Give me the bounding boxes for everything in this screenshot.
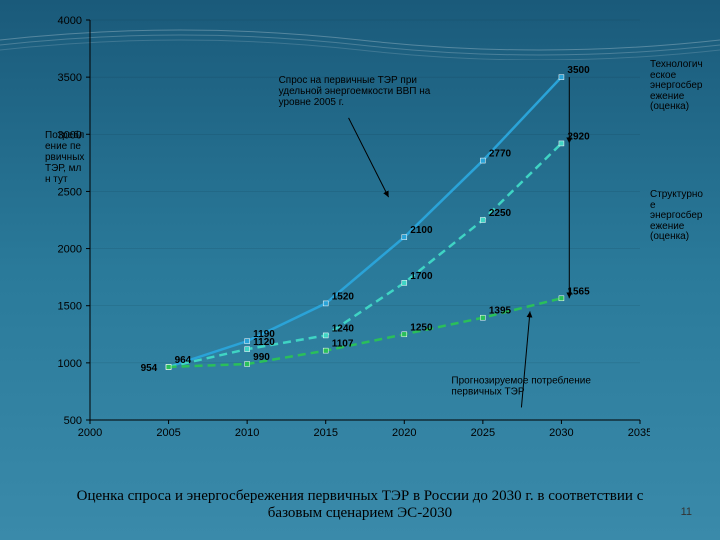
svg-text:1395: 1395 [489,306,512,317]
svg-text:1240: 1240 [332,323,355,334]
svg-text:1107: 1107 [332,339,354,350]
svg-text:2010: 2010 [235,427,259,439]
svg-text:990: 990 [253,352,270,363]
svg-text:1520: 1520 [332,291,355,302]
svg-text:уровне 2005 г.: уровне 2005 г. [279,97,344,108]
svg-text:Прогнозируемое потребление: Прогнозируемое потребление [451,374,591,386]
svg-text:1500: 1500 [58,301,82,313]
svg-text:3500: 3500 [567,65,590,76]
chart-svg: 2000 2005 2010 2015 2020 2025 2030 2035 500 1000 1… [50,10,650,450]
svg-text:2025: 2025 [471,427,495,439]
page-number: 11 [681,506,692,518]
svg-text:2500: 2500 [58,186,82,198]
svg-text:1000: 1000 [58,358,82,370]
svg-text:2005: 2005 [156,427,180,439]
annot-tech: Технологическое энергосбережение (оценка… [650,60,705,113]
svg-text:2920: 2920 [567,131,590,142]
svg-text:2000: 2000 [78,427,102,439]
svg-text:2030: 2030 [549,427,573,439]
svg-text:первичных ТЭР: первичных ТЭР [451,386,524,397]
svg-text:удельной энергоемкости ВВП на: удельной энергоемкости ВВП на [279,86,431,97]
svg-text:1250: 1250 [410,322,433,333]
svg-text:2020: 2020 [392,427,416,439]
svg-text:954: 954 [141,363,158,374]
svg-text:1120: 1120 [253,337,275,348]
chart: 2000 2005 2010 2015 2020 2025 2030 2035 500 1000 1… [50,10,650,450]
svg-text:1700: 1700 [410,271,433,282]
svg-text:500: 500 [64,415,82,427]
svg-text:Спрос на первичные ТЭР при: Спрос на первичные ТЭР при [279,75,417,86]
svg-text:1565: 1565 [567,286,590,297]
slide: 2000 2005 2010 2015 2020 2025 2030 2035 500 1000 1… [0,0,720,540]
svg-text:2015: 2015 [313,427,337,439]
svg-text:964: 964 [175,355,192,366]
svg-text:2000: 2000 [58,244,82,256]
svg-text:2250: 2250 [489,208,512,219]
caption: Оценка спроса и энергосбережения первичн… [60,488,660,522]
svg-text:2100: 2100 [410,225,433,236]
annot-struct: Структурное энергосбережение (оценка) [650,190,705,243]
y-axis-label: Потребление первичных ТЭР, млн тут [45,130,85,185]
svg-text:3500: 3500 [58,72,82,84]
svg-text:2035: 2035 [628,427,650,439]
svg-text:4000: 4000 [58,15,82,27]
svg-text:2770: 2770 [489,149,512,160]
